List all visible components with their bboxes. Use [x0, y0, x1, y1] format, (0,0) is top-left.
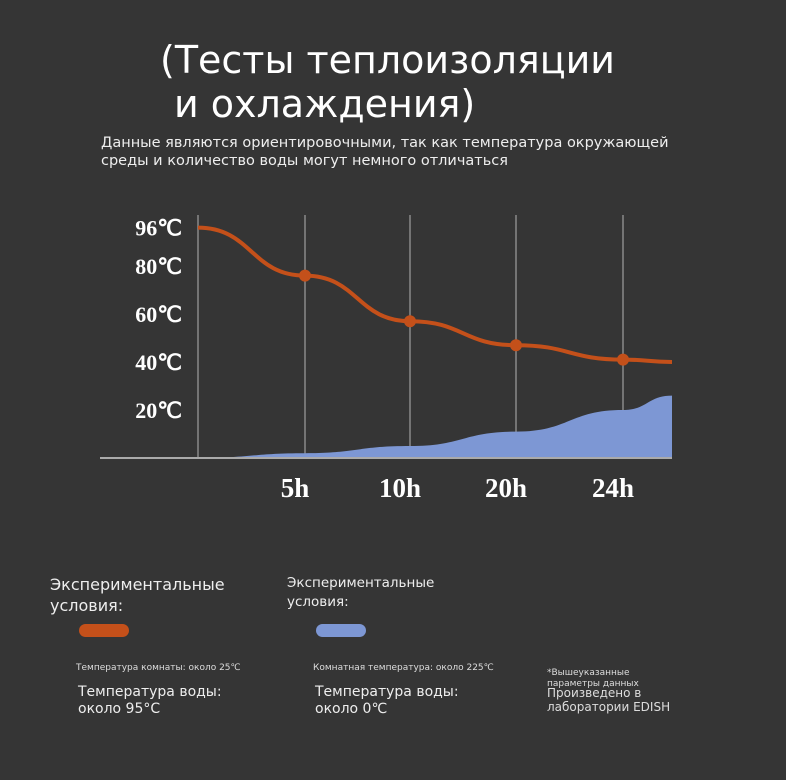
x-tick-label: 20h — [485, 473, 527, 503]
legend-label: Экспериментальные условия: — [50, 575, 225, 615]
y-tick-label: 80℃ — [135, 254, 182, 279]
legend-note: Температура воды: около 0℃ — [315, 684, 459, 717]
subtitle: Данные являются ориентировочными, так ка… — [101, 134, 669, 170]
footnote: *Вышеуказанные параметры данных Произвед… — [547, 668, 727, 714]
x-tick-label: 5h — [281, 473, 310, 503]
x-tick-label: 24h — [592, 473, 634, 503]
point — [510, 339, 522, 352]
title-line: и охлаждения) — [174, 82, 476, 126]
line — [197, 225, 673, 364]
point — [299, 269, 311, 282]
legend-swatch — [79, 624, 129, 637]
title-line: (Тесты теплоизоляции — [160, 38, 615, 82]
chart-title: (Тесты теплоизоляции и охлаждения) — [160, 38, 615, 126]
y-tick-label: 20℃ — [135, 398, 182, 423]
subtitle-line: среды и количество воды могут немного от… — [101, 153, 508, 169]
legend-swatch — [316, 624, 366, 637]
y-tick-label: 60℃ — [135, 302, 182, 327]
x-tick-label: 10h — [379, 473, 421, 503]
y-tick-label: 40℃ — [135, 350, 182, 375]
point — [404, 315, 416, 328]
y-tick-label: 96℃ — [135, 216, 182, 241]
footnote-line: *Вышеуказанные параметры данных — [547, 668, 639, 689]
subtitle-line: Данные являются ориентировочными, так ка… — [101, 135, 669, 151]
point — [617, 353, 629, 366]
legend-note: Температура комнаты: около 25℃ — [76, 663, 241, 673]
footnote-line: Произведено в лаборатории EDISH — [547, 686, 671, 714]
legend-label: Экспериментальные условия: — [287, 575, 435, 610]
area — [198, 395, 672, 458]
chart: 96℃ 80℃ 60℃ 40℃ 20℃ 5h 10h 20h 24h — [100, 215, 673, 503]
legend-note: Температура воды: около 95°C — [78, 684, 222, 717]
legend-note: Комнатная температура: около 225℃ — [313, 663, 494, 673]
